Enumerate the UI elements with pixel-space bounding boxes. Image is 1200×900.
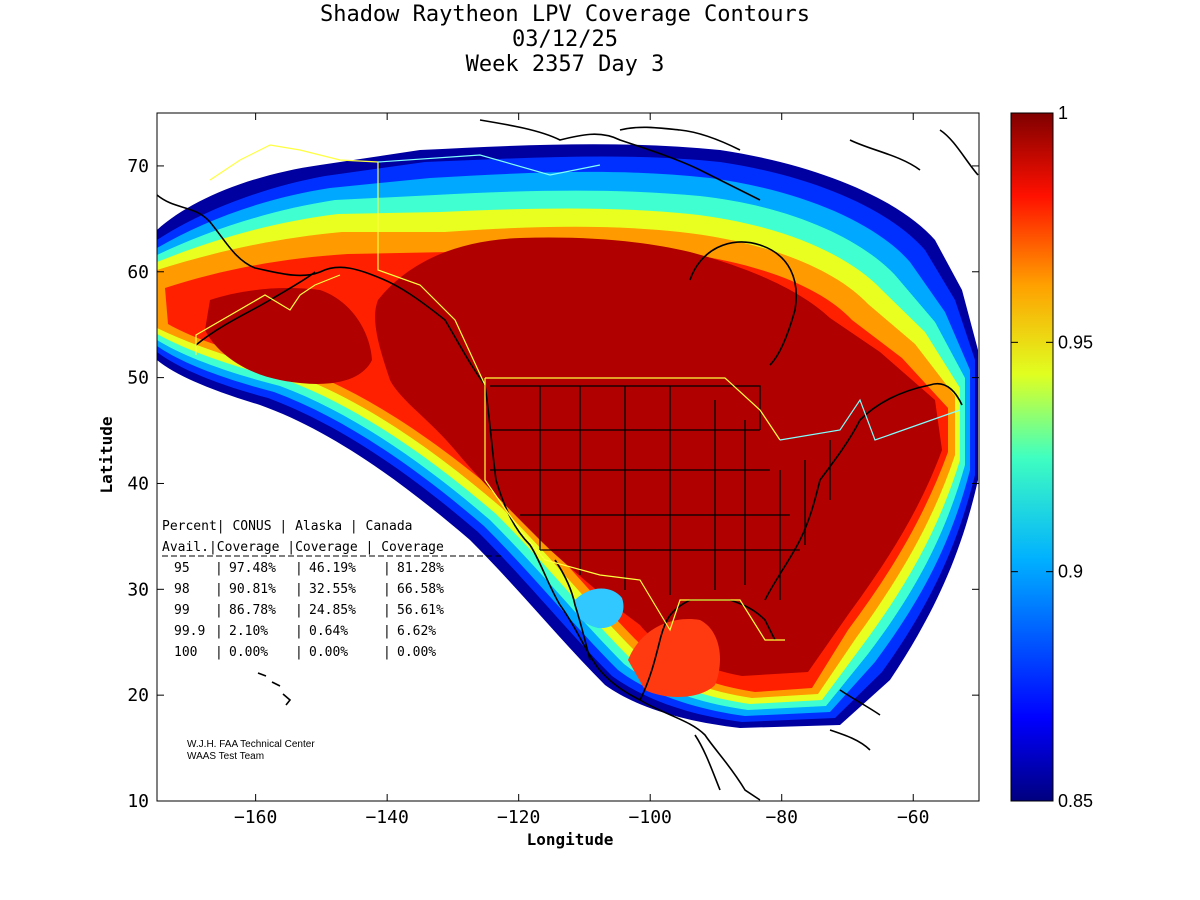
chart-date: 03/12/25 bbox=[512, 27, 618, 52]
table-separator: | bbox=[215, 582, 223, 597]
table-cell: 0.00% bbox=[229, 645, 268, 660]
x-axis: −160 −140 −120 −100 −80 −60 bbox=[234, 113, 930, 828]
table-cell: 99.9 bbox=[174, 624, 205, 639]
contour-band-100 bbox=[375, 237, 942, 676]
colorbar-tick-label: 0.9 bbox=[1058, 562, 1083, 582]
y-axis-label: Latitude bbox=[97, 416, 116, 493]
table-separator: | bbox=[215, 561, 223, 576]
table-cell: 81.28% bbox=[397, 561, 444, 576]
table-separator: | bbox=[295, 645, 303, 660]
table-cell: 46.19% bbox=[309, 561, 356, 576]
y-tick-label: 60 bbox=[127, 262, 149, 283]
x-tick-label: −80 bbox=[765, 807, 798, 828]
table-separator: | bbox=[215, 603, 223, 618]
table-cell: 100 bbox=[174, 645, 197, 660]
table-cell: 99 bbox=[174, 603, 190, 618]
state-borders bbox=[490, 385, 831, 600]
y-tick-label: 10 bbox=[127, 791, 149, 812]
table-header-1: Percent| CONUS | Alaska | Canada bbox=[162, 519, 413, 534]
table-separator: | bbox=[383, 624, 391, 639]
colorbar-tick-label: 0.85 bbox=[1058, 791, 1093, 811]
table-cell: 32.55% bbox=[309, 582, 356, 597]
table-separator: | bbox=[383, 561, 391, 576]
table-separator: | bbox=[215, 645, 223, 660]
table-separator: | bbox=[295, 624, 303, 639]
plot-frame bbox=[156, 112, 980, 802]
table-cell: 2.10% bbox=[229, 624, 268, 639]
table-cell: 98 bbox=[174, 582, 190, 597]
chart-title: Shadow Raytheon LPV Coverage Contours bbox=[319, 2, 811, 27]
credit-line-2: WAAS Test Team bbox=[187, 751, 264, 762]
x-tick-label: −160 bbox=[234, 807, 277, 828]
table-separator: | bbox=[295, 561, 303, 576]
colorbar-ticks: 1 0.95 0.9 0.85 bbox=[1011, 103, 1093, 811]
colorbar-tick-label: 1 bbox=[1058, 103, 1068, 123]
table-separator: | bbox=[295, 603, 303, 618]
x-tick-label: −60 bbox=[897, 807, 930, 828]
table-cell: 97.48% bbox=[229, 561, 276, 576]
table-separator: | bbox=[215, 624, 223, 639]
contour-mexico-gulf-gap-2 bbox=[574, 588, 624, 629]
y-tick-label: 70 bbox=[127, 156, 149, 177]
table-cell: 86.78% bbox=[229, 603, 276, 618]
table-cell: 0.00% bbox=[397, 645, 436, 660]
colorbar-tick-label: 0.95 bbox=[1058, 332, 1093, 352]
x-tick-label: −100 bbox=[629, 807, 672, 828]
credits: W.J.H. FAA Technical Center WAAS Test Te… bbox=[187, 739, 315, 762]
service-boundaries bbox=[195, 144, 961, 641]
y-tick-label: 50 bbox=[127, 368, 149, 389]
credit-line-1: W.J.H. FAA Technical Center bbox=[187, 739, 315, 750]
colorbar bbox=[1010, 112, 1054, 802]
table-separator: | bbox=[383, 603, 391, 618]
table-cell: 66.58% bbox=[397, 582, 444, 597]
table-separator: | bbox=[295, 582, 303, 597]
table-rows: 95 | 97.48% | 46.19% | 81.28% 98 | 90.81% | 32.55% |… bbox=[174, 561, 444, 660]
table-header-2: Avail.|Coverage |Coverage | Coverage bbox=[162, 540, 444, 555]
coastlines bbox=[157, 119, 979, 801]
table-separator: | bbox=[383, 582, 391, 597]
x-axis-label: Longitude bbox=[527, 830, 614, 849]
table-separator: | bbox=[383, 645, 391, 660]
contour-mexico-gulf-gap bbox=[628, 619, 720, 697]
y-tick-label: 30 bbox=[127, 579, 149, 600]
table-cell: 6.62% bbox=[397, 624, 436, 639]
stats-table: Percent| CONUS | Alaska | Canada Avail.|… bbox=[162, 519, 502, 660]
chart-week: Week 2357 Day 3 bbox=[465, 52, 665, 77]
coverage-contours bbox=[157, 144, 978, 728]
x-tick-label: −140 bbox=[365, 807, 408, 828]
table-cell: 0.00% bbox=[309, 645, 348, 660]
y-tick-label: 20 bbox=[127, 685, 149, 706]
table-cell: 90.81% bbox=[229, 582, 276, 597]
table-cell: 0.64% bbox=[309, 624, 348, 639]
table-cell: 24.85% bbox=[309, 603, 356, 618]
table-cell: 56.61% bbox=[397, 603, 444, 618]
y-axis: 10 20 30 40 50 60 70 bbox=[127, 156, 979, 812]
y-tick-label: 40 bbox=[127, 473, 149, 494]
x-tick-label: −120 bbox=[497, 807, 540, 828]
table-cell: 95 bbox=[174, 561, 190, 576]
